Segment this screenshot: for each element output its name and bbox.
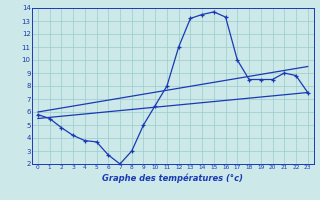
X-axis label: Graphe des températures (°c): Graphe des températures (°c) bbox=[102, 173, 243, 183]
